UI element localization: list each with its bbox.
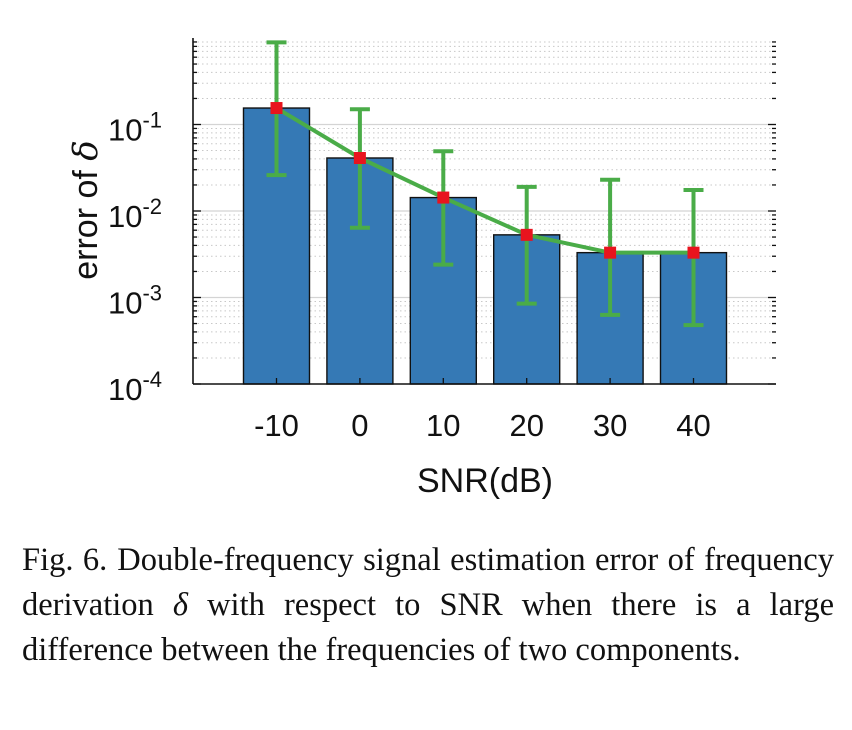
series-line (275, 106, 694, 255)
x-tick-label: 0 (351, 408, 368, 443)
data-point-marker (353, 151, 366, 164)
y-tick-labels: 10-4 10-3 10-2 10-1 (108, 108, 162, 408)
series-line-layer (275, 106, 694, 255)
data-point-marker (520, 228, 533, 241)
data-point-marker (604, 246, 617, 259)
data-point-marker (437, 191, 450, 204)
chart-svg: 10-4 10-3 10-2 10-1 -10 0 10 20 30 40 SNR(dB) er… (66, 38, 776, 500)
y-tick-label: 10-4 (108, 367, 162, 407)
y-axis-label-symbol: δ (66, 140, 106, 160)
bars-layer (242, 107, 728, 385)
x-tick-label: -10 (254, 408, 299, 443)
axes-layer (192, 38, 776, 385)
x-tick-label: 40 (676, 408, 710, 443)
markers-layer (270, 102, 700, 259)
x-tick-label: 20 (509, 408, 543, 443)
x-axis-label: SNR(dB) (417, 462, 553, 500)
chart-figure: 10-4 10-3 10-2 10-1 -10 0 10 20 30 40 SNR(dB) er… (66, 38, 776, 500)
caption-label: Fig. 6. (22, 542, 108, 578)
x-tick-labels: -10 0 10 20 30 40 (254, 408, 711, 443)
figure-caption: Fig. 6. Double-frequency signal estimatio… (22, 538, 834, 673)
caption-symbol: δ (172, 587, 188, 623)
data-point-marker (687, 246, 700, 259)
caption-text-1: Double-frequency signal estimation error… (22, 542, 834, 623)
data-point-marker (270, 102, 283, 115)
y-tick-label: 10-3 (108, 281, 162, 321)
x-tick-label: 30 (593, 408, 627, 443)
y-axis-label: error of δ (66, 140, 106, 280)
x-tick-label: 10 (426, 408, 460, 443)
y-tick-label: 10-2 (108, 194, 162, 234)
caption-text-2: with respect to SNR when there is a larg… (22, 587, 835, 668)
y-tick-label: 10-1 (108, 108, 162, 148)
y-axis-label-text: error of (67, 161, 105, 280)
